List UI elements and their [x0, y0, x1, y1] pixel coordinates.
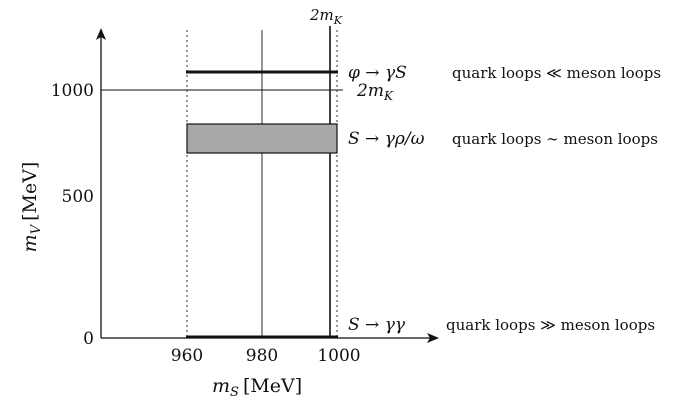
process-comparison-rho: quark loops ∼ meson loops — [452, 130, 658, 148]
x-axis-label: mS [MeV] — [212, 375, 302, 400]
y-axis-label: mV[MeV] — [19, 162, 44, 253]
y-tick-500: 500 — [62, 187, 94, 207]
process-reaction-phi: φ → γS — [348, 63, 407, 83]
top-threshold-label: 2mK — [309, 6, 343, 27]
right-threshold-label: 2mK — [356, 81, 394, 103]
y-tick-1000: 1000 — [51, 81, 94, 101]
process-reaction-rho: S → γρ/ω — [348, 129, 425, 149]
x-tick-1000: 1000 — [317, 346, 360, 366]
x-tick-980: 980 — [246, 346, 278, 366]
process-comparison-gammagamma: quark loops ≫ meson loops — [446, 316, 655, 334]
band-s-gammarho-box — [186, 123, 338, 154]
process-reaction-gammagamma: S → γγ — [348, 315, 406, 335]
y-tick-0: 0 — [83, 329, 94, 349]
process-comparison-phi: quark loops ≪ meson loops — [452, 64, 661, 82]
x-tick-960: 960 — [171, 346, 203, 366]
